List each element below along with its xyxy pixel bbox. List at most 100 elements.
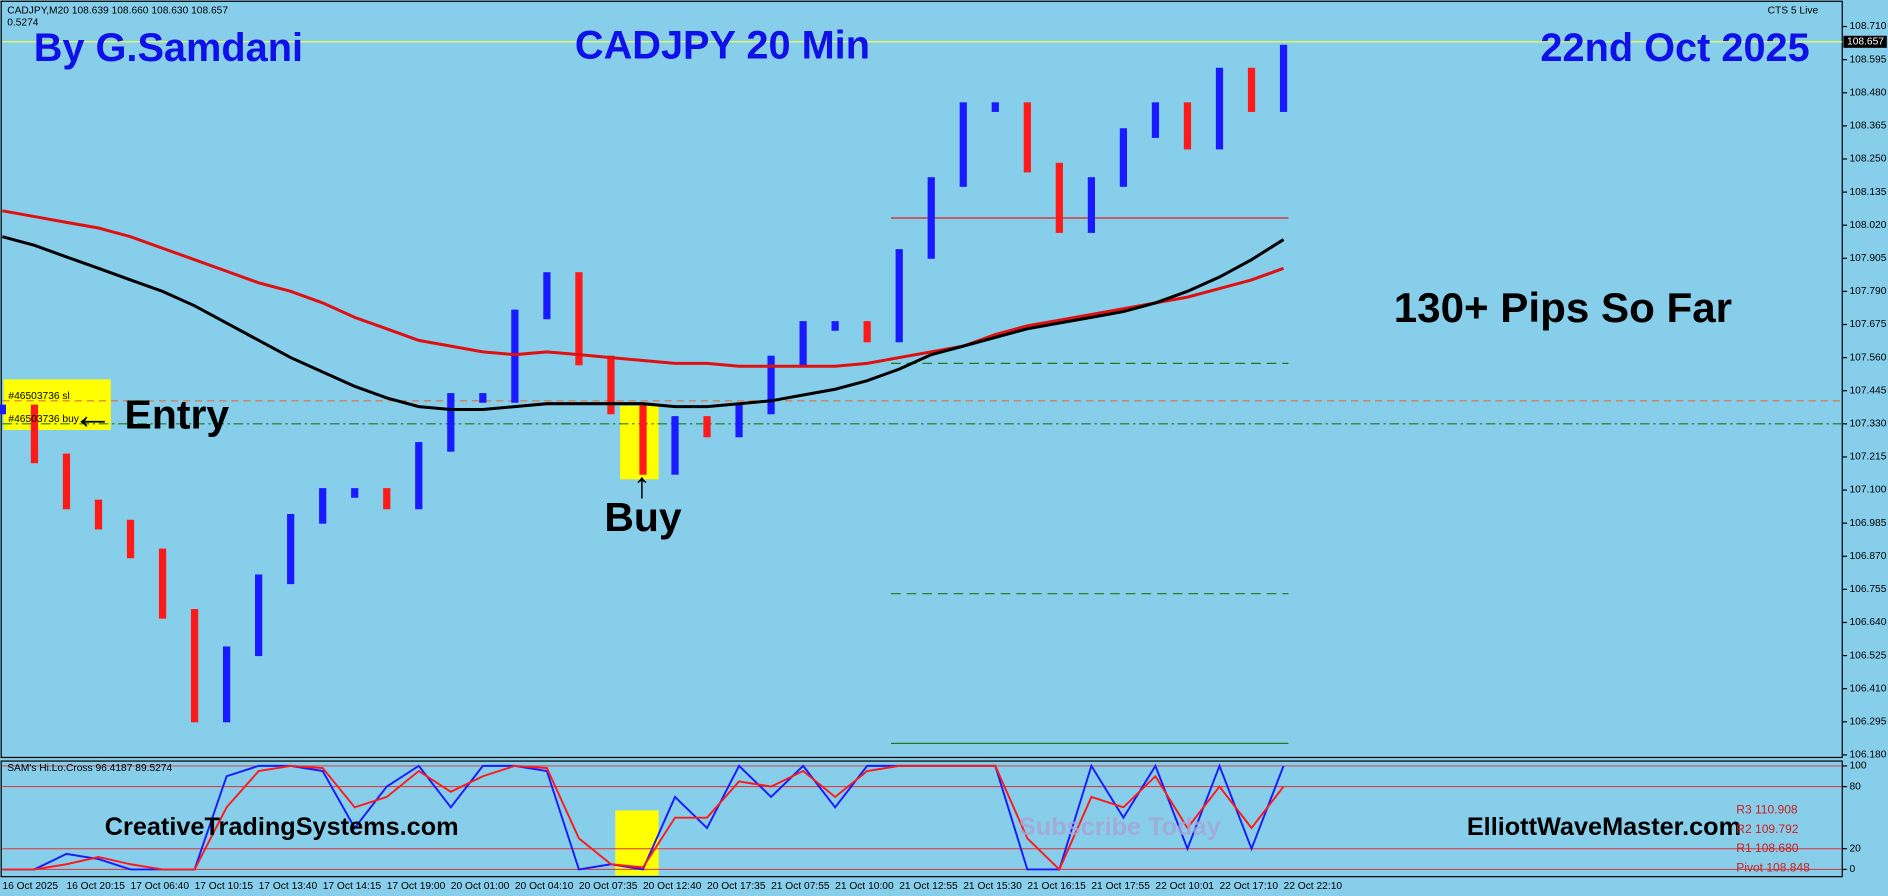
author: By G.Samdani [34, 26, 303, 70]
pivot-labels: R3 110.908 R2 109.792 R1 108.680 Pivot 108.… [1736, 803, 1810, 875]
price-bar [30, 404, 39, 464]
y-tick-label: 108.365 [1849, 121, 1886, 132]
price-bar [62, 453, 71, 510]
price-bar [1023, 102, 1031, 173]
y-tick-label: 100 [1849, 761, 1866, 772]
price-bar [543, 272, 551, 320]
x-tick-label: 17 Oct 14:15 [323, 881, 382, 892]
price-bar [991, 102, 999, 112]
result-note: 130+ Pips So Far [1394, 284, 1732, 331]
x-tick-label: 17 Oct 06:40 [131, 881, 190, 892]
y-tick-label: 107.675 [1849, 319, 1886, 330]
account-label: CTS 5 Live [1768, 6, 1819, 17]
y-tick-label: 107.100 [1849, 485, 1886, 496]
x-tick-label: 20 Oct 04:10 [515, 881, 574, 892]
x-tick-label: 21 Oct 12:55 [899, 881, 958, 892]
series-line [2, 763, 1285, 871]
x-tick-label: 21 Oct 16:15 [1027, 881, 1086, 892]
x-tick-label: 20 Oct 17:35 [707, 881, 766, 892]
buy-arrow: ↑ [633, 464, 651, 505]
price-bar [1247, 67, 1256, 112]
price-bar [190, 609, 199, 723]
y-tick-label: 106.985 [1849, 518, 1886, 529]
price-bar [1279, 44, 1288, 112]
main-pane-border [0, 0, 1843, 759]
y-tick-label: 108.710 [1849, 21, 1886, 32]
y-tick-label: 106.870 [1849, 551, 1886, 562]
buy-note: Buy [604, 494, 682, 540]
price-bar [319, 488, 327, 524]
price-bar [767, 355, 775, 415]
x-tick-label: 21 Oct 07:55 [771, 881, 830, 892]
price-bar [0, 404, 7, 415]
price-bar [351, 488, 359, 498]
price-bar [1055, 162, 1063, 233]
x-tick-label: 20 Oct 12:40 [643, 881, 702, 892]
price-bar [895, 249, 903, 343]
price-bar [1119, 128, 1128, 187]
y-tick-label: 107.215 [1849, 452, 1886, 463]
price-bar [479, 393, 487, 403]
y-tick-label: 107.905 [1849, 253, 1886, 264]
price-bar [383, 488, 391, 510]
entry-highlight [3, 379, 111, 430]
x-tick-label: 17 Oct 19:00 [387, 881, 446, 892]
series-line [2, 764, 1285, 872]
x-tick-label: 20 Oct 01:00 [451, 881, 510, 892]
instrument-title: CADJPY 20 Min [575, 24, 870, 68]
price-bar [863, 321, 871, 343]
price-bar [1183, 102, 1192, 150]
pivot-label: Pivot 108.848 [1736, 860, 1810, 874]
y-tick-label: 108.595 [1849, 54, 1886, 65]
plot: 16 Oct 2025 16 Oct 20:15 17 Oct 06:40 17 Oc… [0, 21, 1887, 892]
price-bar [671, 416, 679, 475]
x-tick-label: 21 Oct 10:00 [835, 881, 894, 892]
pivot-label: R3 110.908 [1736, 803, 1798, 817]
price-bar [255, 574, 263, 657]
price-bar [831, 321, 839, 331]
symbol-info: CADJPY,M20 108.639 108.660 108.630 108.6… [7, 6, 228, 17]
y-tick-label: 107.790 [1849, 286, 1886, 297]
price-bar [1087, 177, 1095, 233]
y-tick-label: 80 [1849, 781, 1861, 792]
x-tick-label: 21 Oct 17:55 [1091, 881, 1150, 892]
price-bar [959, 102, 967, 187]
price-bar [799, 321, 807, 366]
site-right: ElliottWaveMaster.com [1467, 813, 1741, 841]
price-bar [607, 355, 615, 415]
y-tick-label: 108.135 [1849, 187, 1886, 198]
price-bar [94, 499, 103, 530]
price-bar [1151, 102, 1160, 138]
price-bar [287, 514, 295, 585]
current-price-box [1843, 35, 1887, 48]
pane-title: SAM's Hi.Lo.Cross 96.4187 89.5274 [7, 763, 172, 774]
buy-highlight [620, 405, 659, 480]
x-tick-label: 16 Oct 20:15 [66, 881, 125, 892]
pivot-label: R1 108.680 [1736, 841, 1799, 855]
price-bar [927, 177, 935, 259]
y-tick-label: 108.480 [1849, 87, 1886, 98]
oscillator-pane-border [0, 760, 1843, 878]
x-tick-label: 16 Oct 2025 [2, 881, 58, 892]
order-buy: #46503736 buy [8, 414, 79, 425]
y-tick-label: 106.525 [1849, 650, 1886, 661]
price-bar [1215, 67, 1224, 150]
x-tick-label: 17 Oct 13:40 [259, 881, 318, 892]
date-title: 22nd Oct 2025 [1540, 26, 1809, 70]
y-tick-label: 107.330 [1849, 419, 1886, 430]
y-tick-label: 106.295 [1849, 717, 1886, 728]
price-bar [158, 548, 167, 619]
pivot-label: R2 109.792 [1736, 822, 1799, 836]
price-bar [703, 416, 711, 438]
y-tick-label: 106.755 [1849, 584, 1886, 595]
price-bar [575, 272, 583, 366]
current-price-label: 108.657 [1847, 37, 1884, 48]
x-tick-label: 22 Oct 22:10 [1284, 881, 1343, 892]
y-tick-label: 108.020 [1849, 220, 1886, 231]
price-bar [447, 393, 455, 452]
series-line [2, 209, 1285, 368]
x-tick-label: 17 Oct 10:15 [195, 881, 254, 892]
y-tick-label: 0 [1849, 864, 1855, 875]
